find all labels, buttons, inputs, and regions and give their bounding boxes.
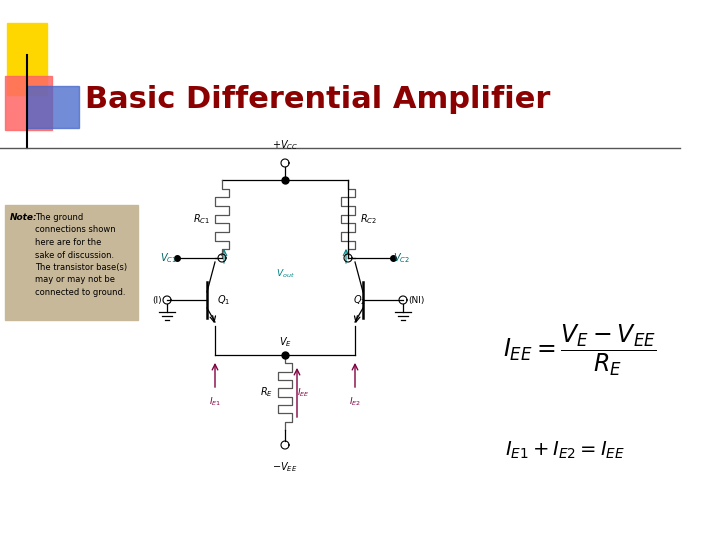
Text: $Q_1$: $Q_1$ <box>217 293 230 307</box>
Text: $I_{E1}$: $I_{E1}$ <box>209 395 221 408</box>
Text: The ground
connections shown
here are for the
sake of discussion.
The transistor: The ground connections shown here are fo… <box>35 213 127 297</box>
Text: $-V_{EE}$: $-V_{EE}$ <box>272 460 297 474</box>
Bar <box>5 205 138 320</box>
Text: $R_E$: $R_E$ <box>260 386 273 400</box>
Text: $V_{out}$: $V_{out}$ <box>276 267 294 280</box>
Text: $I_{EE}$: $I_{EE}$ <box>297 386 310 399</box>
Text: $+V_{CC}$: $+V_{CC}$ <box>272 138 298 152</box>
Text: Basic Differential Amplifier: Basic Differential Amplifier <box>85 85 550 114</box>
Text: Note:: Note: <box>10 213 37 222</box>
Bar <box>27 86 79 128</box>
Text: (I): (I) <box>153 295 162 305</box>
Bar <box>7 23 47 95</box>
Text: $V_{C2}$: $V_{C2}$ <box>393 251 410 265</box>
Text: $I_{E1} + I_{E2} = I_{EE}$: $I_{E1} + I_{E2} = I_{EE}$ <box>505 440 625 461</box>
Text: $V_E$: $V_E$ <box>279 335 292 349</box>
Text: $Q_2$: $Q_2$ <box>353 293 366 307</box>
Text: $I_{EE} = \dfrac{V_E - V_{EE}}{R_E}$: $I_{EE} = \dfrac{V_E - V_{EE}}{R_E}$ <box>503 322 657 378</box>
Text: $R_{C1}$: $R_{C1}$ <box>193 212 210 226</box>
Text: $V_{C1}$: $V_{C1}$ <box>160 251 177 265</box>
Text: (NI): (NI) <box>408 295 424 305</box>
Text: $R_{C2}$: $R_{C2}$ <box>360 212 377 226</box>
Text: $I_{E2}$: $I_{E2}$ <box>349 395 361 408</box>
Bar <box>5 76 52 130</box>
